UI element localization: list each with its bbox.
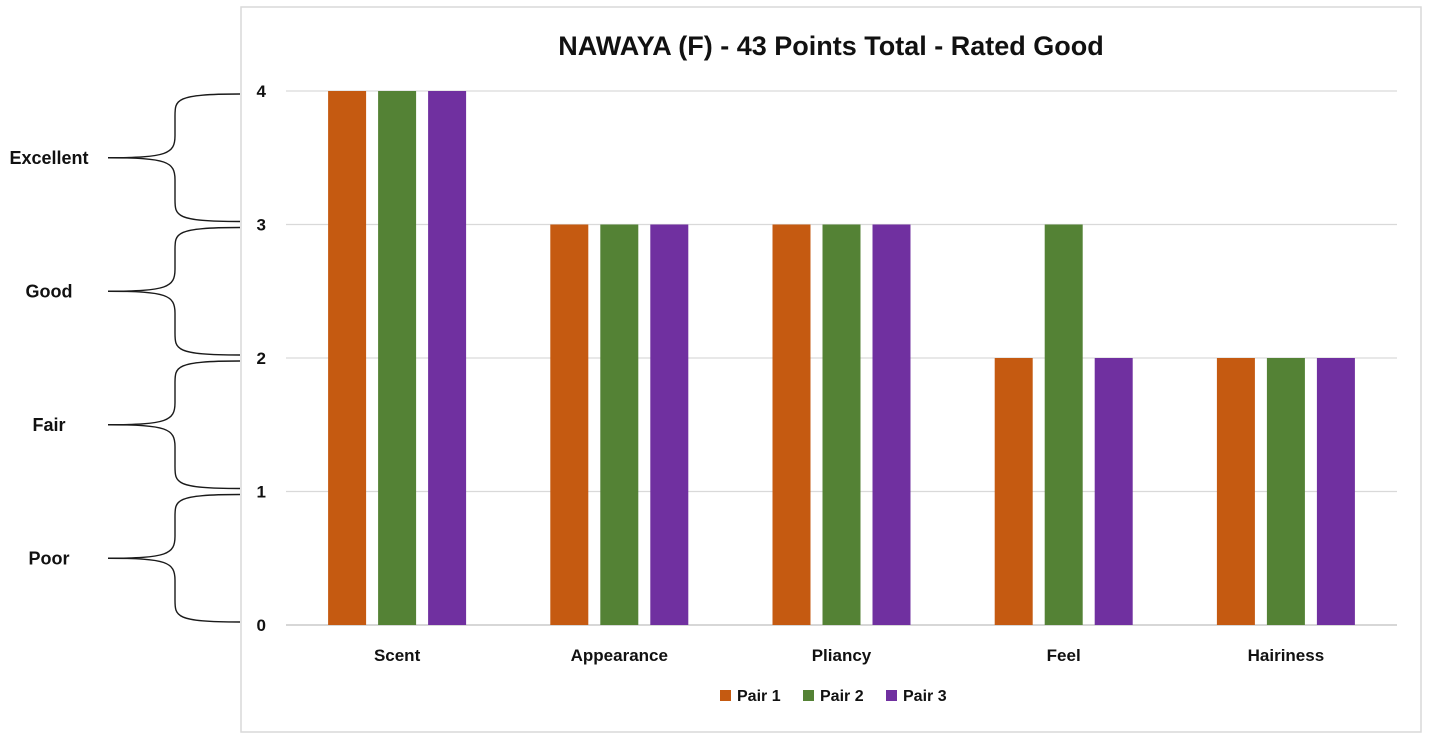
category-labels: Scent Appearance Pliancy Feel Hairiness (374, 646, 1324, 665)
y-tick-label: 4 (257, 82, 267, 101)
bar (822, 224, 861, 625)
bar (428, 91, 467, 625)
bar (994, 358, 1033, 625)
rating-brace (107, 360, 241, 490)
bar (1094, 358, 1133, 625)
x-category-label: Hairiness (1248, 646, 1325, 665)
bar (1216, 358, 1255, 625)
rating-band-label: Excellent (9, 148, 88, 168)
legend: Pair 1 Pair 2 Pair 3 (720, 688, 947, 705)
bar (328, 91, 367, 625)
rating-band-label: Fair (32, 415, 65, 435)
chart-title: NAWAYA (F) - 43 Points Total - Rated Goo… (558, 31, 1104, 61)
bar (550, 224, 589, 625)
bar (1266, 358, 1305, 625)
bar (872, 224, 911, 625)
legend-label: Pair 2 (820, 688, 864, 705)
rating-bands: Excellent Good Fair Poor (9, 93, 241, 623)
bar (378, 91, 417, 625)
y-tick-label: 3 (257, 216, 266, 235)
legend-label: Pair 1 (737, 688, 781, 705)
y-tick-label: 0 (257, 616, 266, 635)
rating-brace (107, 493, 241, 623)
rating-band-label: Good (26, 281, 73, 301)
bar (1316, 358, 1355, 625)
bar (1044, 224, 1083, 625)
legend-swatch (720, 690, 731, 701)
legend-swatch (886, 690, 897, 701)
x-category-label: Scent (374, 646, 421, 665)
legend-swatch (803, 690, 814, 701)
bar (650, 224, 689, 625)
bars (328, 91, 1355, 625)
x-category-label: Pliancy (812, 646, 872, 665)
bar (772, 224, 811, 625)
y-tick-label: 2 (257, 349, 266, 368)
legend-label: Pair 3 (903, 688, 947, 705)
x-category-label: Feel (1047, 646, 1081, 665)
rating-band-label: Poor (28, 548, 69, 568)
rating-brace (107, 93, 241, 223)
y-tick-label: 1 (257, 483, 266, 502)
x-category-label: Appearance (571, 646, 668, 665)
rating-brace (107, 226, 241, 356)
bar (600, 224, 639, 625)
